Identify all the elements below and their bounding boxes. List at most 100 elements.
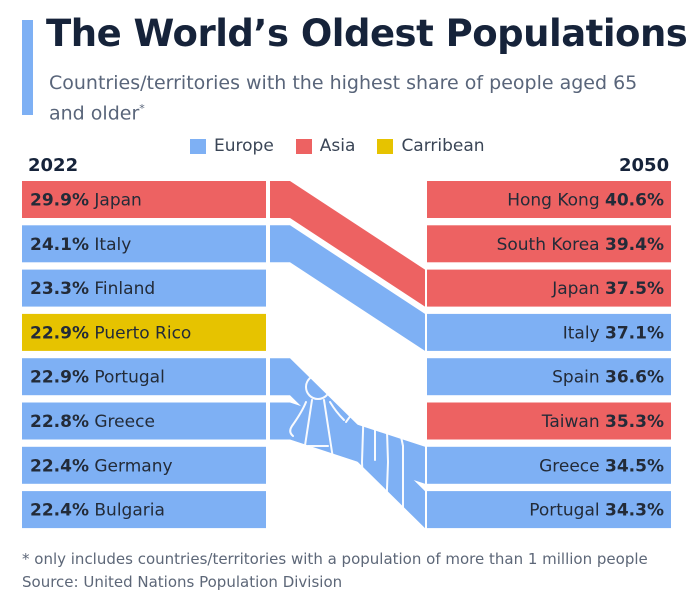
left-bar-greece: 22.8% Greece <box>22 402 266 440</box>
left-bar-finland: 23.3% Finland <box>22 269 266 307</box>
bar-country: Portugal <box>529 501 605 521</box>
bar-country: Finland <box>89 279 155 299</box>
bar-value: 37.1% <box>605 323 664 343</box>
left-bar-rect-portugal <box>22 358 266 396</box>
right-bar-taiwan: Taiwan 35.3% <box>427 402 671 440</box>
footnote-source: Source: United Nations Population Divisi… <box>22 573 343 591</box>
bar-value: 39.4% <box>605 235 664 255</box>
left-bar-rect-germany <box>22 446 266 484</box>
right-bar-hong-kong: Hong Kong 40.6% <box>427 181 671 218</box>
bar-value: 36.6% <box>605 368 664 388</box>
bar-value: 23.3% <box>30 279 89 299</box>
left-bar-portugal: 22.9% Portugal <box>22 358 266 396</box>
left-bar-label-italy: 24.1% Italy <box>30 235 131 255</box>
right-bar-label-south-korea: South Korea 39.4% <box>497 235 664 255</box>
right-bar-rect-japan <box>427 269 671 307</box>
page-subtitle: Countries/territories with the highest s… <box>49 70 649 126</box>
right-bar-rect-hong-kong <box>427 181 671 218</box>
left-bar-label-greece: 22.8% Greece <box>30 412 155 432</box>
legend-item-caribbean: Carribean <box>377 136 485 156</box>
left-bar-rect-finland <box>22 269 266 307</box>
left-bar-japan: 29.9% Japan <box>22 181 266 218</box>
right-bar-label-taiwan: Taiwan 35.3% <box>541 412 664 432</box>
left-bar-puerto-rico: 22.9% Puerto Rico <box>22 313 266 351</box>
bar-country: Taiwan <box>541 412 605 432</box>
bar-country: Italy <box>563 323 605 343</box>
title-accent-bar <box>22 20 33 115</box>
right-bar-rect-taiwan <box>427 402 671 440</box>
bar-value: 37.5% <box>605 279 664 299</box>
left-bar-rect-japan <box>22 181 266 218</box>
right-bar-rect-south-korea <box>427 225 671 263</box>
right-bar-spain: Spain 36.6% <box>427 358 671 396</box>
bar-value: 29.9% <box>30 191 89 211</box>
left-bar-label-germany: 22.4% Germany <box>30 456 173 476</box>
legend-swatch-europe <box>190 138 206 154</box>
bar-country: South Korea <box>497 235 605 255</box>
legend-label-caribbean: Carribean <box>401 136 485 156</box>
left-bar-bulgaria: 22.4% Bulgaria <box>22 491 266 529</box>
bar-country: Italy <box>89 235 131 255</box>
right-bar-rect-portugal <box>427 491 671 529</box>
bar-country: Greece <box>539 456 605 476</box>
connector-italy <box>270 225 425 351</box>
right-bar-rect-italy <box>427 313 671 351</box>
right-bar-greece: Greece 34.5% <box>427 446 671 484</box>
right-year-label: 2050 <box>619 155 670 176</box>
elderly-couple-illustration <box>289 365 404 519</box>
right-bar-label-portugal: Portugal 34.3% <box>529 501 664 521</box>
left-bar-label-puerto-rico: 22.9% Puerto Rico <box>30 323 191 343</box>
bar-country: Germany <box>89 456 173 476</box>
legend-swatch-asia <box>295 138 312 154</box>
bar-country: Japan <box>89 191 142 211</box>
bar-country: Spain <box>552 368 605 388</box>
left-bar-rect-bulgaria <box>22 491 266 529</box>
right-bar-rect-greece <box>427 446 671 484</box>
left-year-label: 2022 <box>28 155 79 176</box>
page-title: The World’s Oldest Populations <box>46 12 688 55</box>
footnote: * only includes countries/territories wi… <box>22 548 648 594</box>
right-bar-japan: Japan 37.5% <box>427 269 671 307</box>
bar-country: Hong Kong <box>507 191 605 211</box>
right-bar-portugal: Portugal 34.3% <box>427 491 671 529</box>
bar-value: 22.9% <box>30 323 89 343</box>
bar-value: 22.4% <box>30 501 89 521</box>
left-bar-label-bulgaria: 22.4% Bulgaria <box>30 501 165 521</box>
bar-value: 34.3% <box>605 501 664 521</box>
left-bar-germany: 22.4% Germany <box>22 446 266 484</box>
bar-value: 40.6% <box>605 191 664 211</box>
left-bar-rect-italy <box>22 225 266 263</box>
right-bar-rect-spain <box>427 358 671 396</box>
bar-country: Portugal <box>89 368 165 388</box>
right-bar-label-greece: Greece 34.5% <box>539 456 664 476</box>
left-bar-label-portugal: 22.9% Portugal <box>30 368 165 388</box>
bar-value: 35.3% <box>605 412 664 432</box>
bar-value: 22.4% <box>30 456 89 476</box>
right-bar-south-korea: South Korea 39.4% <box>427 225 671 263</box>
bar-country: Greece <box>89 412 155 432</box>
right-bar-label-hong-kong: Hong Kong 40.6% <box>507 191 664 211</box>
right-bar-label-japan: Japan 37.5% <box>551 279 664 299</box>
bar-value: 22.8% <box>30 412 89 432</box>
left-bar-rect-greece <box>22 402 266 440</box>
subtitle-footnote-mark: * <box>139 102 145 115</box>
right-bar-label-spain: Spain 36.6% <box>552 368 664 388</box>
right-bar-italy: Italy 37.1% <box>427 313 671 351</box>
legend: Europe Asia Carribean <box>190 136 485 156</box>
legend-swatch-caribbean <box>377 138 394 154</box>
bar-value: 34.5% <box>605 456 664 476</box>
bar-country: Puerto Rico <box>89 323 191 343</box>
left-bar-italy: 24.1% Italy <box>22 225 266 263</box>
connector-japan <box>270 181 425 307</box>
bar-value: 22.9% <box>30 368 89 388</box>
bar-value: 24.1% <box>30 235 89 255</box>
left-bar-label-japan: 29.9% Japan <box>30 191 142 211</box>
legend-item-asia: Asia <box>295 136 356 156</box>
connector-layer <box>270 181 425 529</box>
bar-country: Japan <box>551 279 605 299</box>
left-bar-label-finland: 23.3% Finland <box>30 279 155 299</box>
left-bar-rect-puerto-rico <box>22 313 266 351</box>
footnote-note: * only includes countries/territories wi… <box>22 550 648 568</box>
right-bar-label-italy: Italy 37.1% <box>563 323 664 343</box>
legend-label-asia: Asia <box>319 136 356 156</box>
